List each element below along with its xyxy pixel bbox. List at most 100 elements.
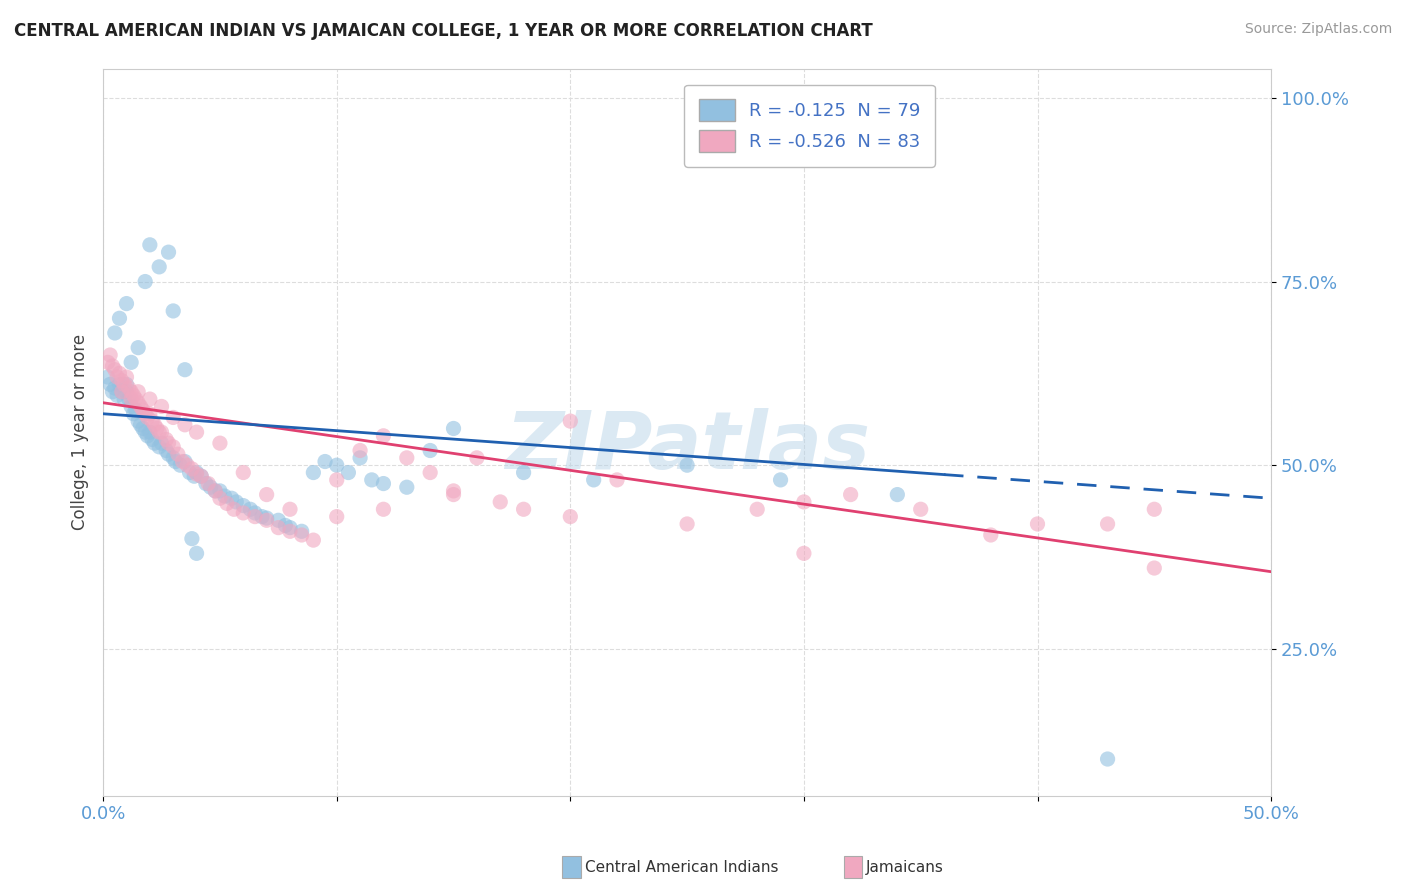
Point — [173, 417, 195, 432]
Point — [349, 450, 371, 465]
Point — [162, 450, 184, 465]
Point — [443, 487, 465, 501]
Point — [129, 400, 152, 414]
Point — [325, 473, 347, 487]
Point — [243, 509, 266, 524]
Point — [225, 495, 247, 509]
Point — [127, 384, 149, 399]
Point — [793, 546, 815, 560]
Point — [204, 483, 226, 498]
Point — [337, 466, 360, 480]
Point — [186, 425, 208, 439]
Point — [465, 450, 488, 465]
Point — [839, 487, 862, 501]
Point — [122, 388, 145, 402]
Point — [1097, 752, 1119, 766]
Point — [232, 506, 254, 520]
Point — [162, 304, 184, 318]
Point — [108, 367, 131, 381]
Point — [146, 421, 169, 435]
Point — [325, 509, 347, 524]
Point — [139, 407, 162, 421]
Point — [98, 377, 121, 392]
Point — [349, 443, 371, 458]
Point — [155, 433, 177, 447]
Point — [155, 443, 177, 458]
Point — [97, 370, 120, 384]
Point — [250, 509, 273, 524]
Point — [373, 476, 395, 491]
Point — [395, 450, 418, 465]
Point — [118, 381, 141, 395]
Point — [129, 417, 152, 432]
Point — [186, 466, 208, 480]
Point — [200, 480, 222, 494]
Point — [197, 476, 219, 491]
Point — [1143, 561, 1166, 575]
Point — [118, 392, 141, 406]
Point — [278, 524, 301, 539]
Point — [105, 370, 128, 384]
Point — [980, 528, 1002, 542]
Y-axis label: College, 1 year or more: College, 1 year or more — [72, 334, 89, 530]
Point — [208, 483, 231, 498]
Point — [108, 377, 131, 392]
Point — [274, 518, 297, 533]
Point — [256, 511, 278, 525]
Point — [302, 533, 325, 548]
Point — [172, 454, 194, 468]
Point — [157, 436, 180, 450]
Point — [150, 425, 173, 439]
Point — [120, 384, 142, 399]
Point — [162, 410, 184, 425]
Point — [278, 521, 301, 535]
Point — [208, 491, 231, 506]
Point — [169, 458, 191, 473]
Point — [165, 454, 187, 468]
Point — [360, 473, 382, 487]
Point — [127, 396, 149, 410]
Point — [162, 440, 184, 454]
Point — [239, 502, 262, 516]
Point — [167, 447, 190, 461]
Point — [222, 502, 245, 516]
Point — [232, 466, 254, 480]
Point — [120, 400, 142, 414]
Point — [111, 384, 134, 399]
Point — [111, 384, 134, 399]
Point — [112, 377, 135, 392]
Point — [267, 513, 290, 527]
Point — [132, 403, 155, 417]
Point — [139, 392, 162, 406]
Point — [208, 436, 231, 450]
Point — [1026, 516, 1049, 531]
Point — [134, 407, 156, 421]
Point — [136, 410, 159, 425]
Point — [793, 495, 815, 509]
Point — [111, 374, 134, 388]
Point — [256, 487, 278, 501]
Point — [676, 516, 699, 531]
Point — [180, 462, 202, 476]
Point — [136, 429, 159, 443]
Point — [150, 400, 173, 414]
Point — [112, 392, 135, 406]
Point — [115, 370, 138, 384]
Text: ZIPatlas: ZIPatlas — [505, 408, 870, 485]
Point — [373, 429, 395, 443]
Bar — [562, 856, 581, 878]
Point — [419, 466, 441, 480]
Point — [157, 245, 180, 260]
Point — [141, 433, 163, 447]
Point — [101, 384, 124, 399]
Point — [194, 476, 217, 491]
Point — [127, 414, 149, 428]
Point — [141, 414, 163, 428]
Point — [120, 355, 142, 369]
Point — [176, 458, 198, 473]
Point — [910, 502, 932, 516]
Point — [267, 521, 290, 535]
Point — [180, 532, 202, 546]
Point — [215, 496, 238, 510]
Text: CENTRAL AMERICAN INDIAN VS JAMAICAN COLLEGE, 1 YEAR OR MORE CORRELATION CHART: CENTRAL AMERICAN INDIAN VS JAMAICAN COLL… — [14, 22, 873, 40]
